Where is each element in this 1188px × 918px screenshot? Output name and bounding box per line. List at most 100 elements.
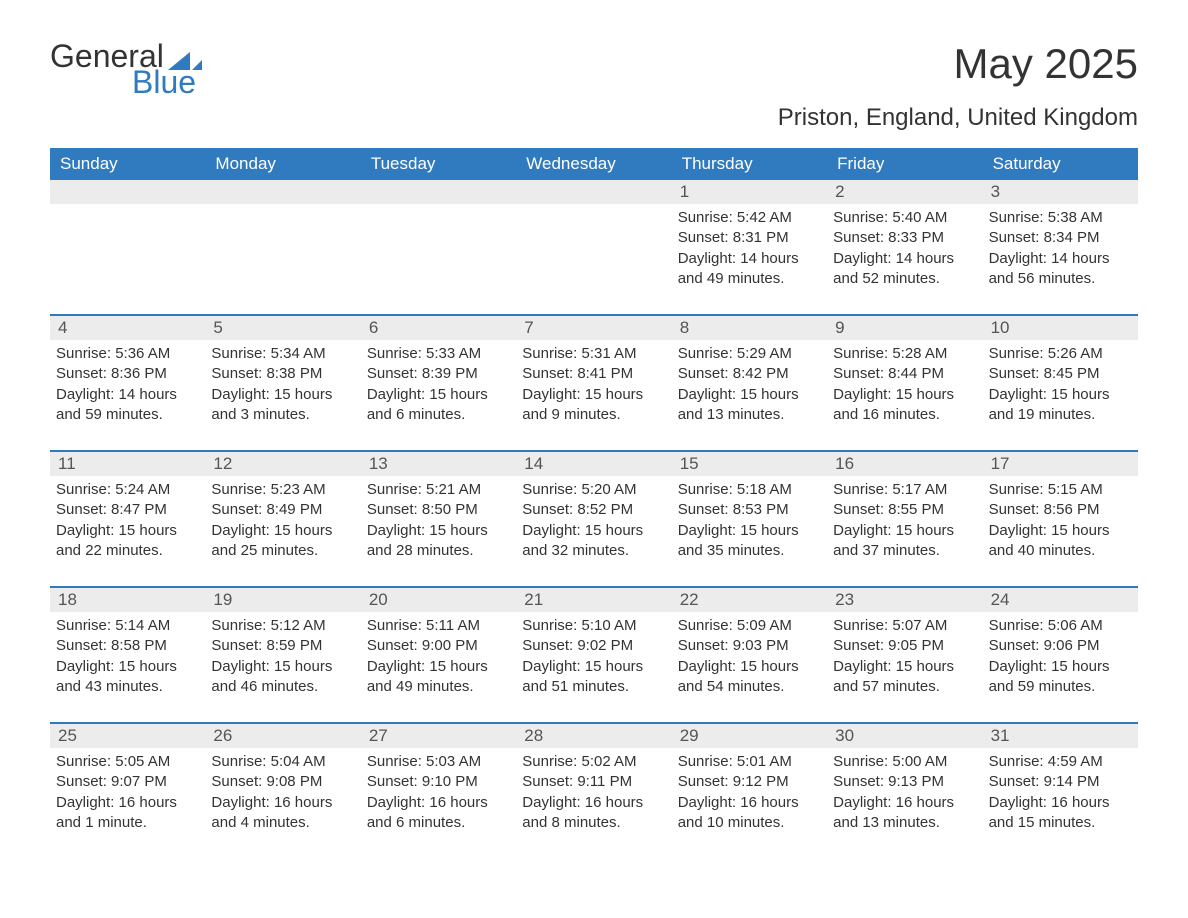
day-text-line: Sunset: 9:00 PM <box>367 636 510 656</box>
day-text-line: Daylight: 15 hours <box>522 385 665 405</box>
day-text: Sunrise: 4:59 AMSunset: 9:14 PMDaylight:… <box>983 748 1138 848</box>
day-text-line: Daylight: 15 hours <box>56 521 199 541</box>
day-text-line: Sunset: 8:53 PM <box>678 500 821 520</box>
day-text-line: Sunset: 8:39 PM <box>367 364 510 384</box>
day-text-line: and 13 minutes. <box>833 813 976 833</box>
day-text-line: Sunset: 8:41 PM <box>522 364 665 384</box>
day-text <box>50 204 205 304</box>
day-number: 11 <box>50 452 205 476</box>
day-number: 9 <box>827 316 982 340</box>
day-text: Sunrise: 5:20 AMSunset: 8:52 PMDaylight:… <box>516 476 671 576</box>
day-text-line: and 15 minutes. <box>989 813 1132 833</box>
day-cell: 2Sunrise: 5:40 AMSunset: 8:33 PMDaylight… <box>827 180 982 304</box>
day-text-line: Sunset: 8:33 PM <box>833 228 976 248</box>
day-cell: 15Sunrise: 5:18 AMSunset: 8:53 PMDayligh… <box>672 452 827 576</box>
day-text-line: Daylight: 15 hours <box>678 521 821 541</box>
day-text-line: Daylight: 16 hours <box>522 793 665 813</box>
day-text <box>361 204 516 304</box>
day-text <box>205 204 360 304</box>
week-row: 4Sunrise: 5:36 AMSunset: 8:36 PMDaylight… <box>50 314 1138 440</box>
week-row: 25Sunrise: 5:05 AMSunset: 9:07 PMDayligh… <box>50 722 1138 848</box>
day-text-line: and 19 minutes. <box>989 405 1132 425</box>
day-number: 3 <box>983 180 1138 204</box>
day-number: 21 <box>516 588 671 612</box>
day-text-line: and 57 minutes. <box>833 677 976 697</box>
day-text-line: Sunrise: 5:36 AM <box>56 344 199 364</box>
day-cell: 3Sunrise: 5:38 AMSunset: 8:34 PMDaylight… <box>983 180 1138 304</box>
day-cell <box>361 180 516 304</box>
day-text-line: Daylight: 16 hours <box>211 793 354 813</box>
day-cell: 18Sunrise: 5:14 AMSunset: 8:58 PMDayligh… <box>50 588 205 712</box>
day-number: 5 <box>205 316 360 340</box>
day-text-line: Daylight: 15 hours <box>211 385 354 405</box>
dayhead-friday: Friday <box>827 148 982 180</box>
day-cell: 13Sunrise: 5:21 AMSunset: 8:50 PMDayligh… <box>361 452 516 576</box>
day-text-line: Sunrise: 5:28 AM <box>833 344 976 364</box>
day-text: Sunrise: 5:29 AMSunset: 8:42 PMDaylight:… <box>672 340 827 440</box>
day-text-line: and 13 minutes. <box>678 405 821 425</box>
day-text-line: Sunset: 8:58 PM <box>56 636 199 656</box>
day-text-line: Daylight: 15 hours <box>678 657 821 677</box>
header-row: General Blue May 2025 <box>50 40 1138 98</box>
day-text-line: Sunrise: 5:33 AM <box>367 344 510 364</box>
day-text-line: and 6 minutes. <box>367 813 510 833</box>
day-cell: 8Sunrise: 5:29 AMSunset: 8:42 PMDaylight… <box>672 316 827 440</box>
day-cell: 29Sunrise: 5:01 AMSunset: 9:12 PMDayligh… <box>672 724 827 848</box>
day-text-line: Sunset: 8:56 PM <box>989 500 1132 520</box>
day-cell: 25Sunrise: 5:05 AMSunset: 9:07 PMDayligh… <box>50 724 205 848</box>
day-text: Sunrise: 5:33 AMSunset: 8:39 PMDaylight:… <box>361 340 516 440</box>
day-text-line: Sunset: 8:50 PM <box>367 500 510 520</box>
day-text-line: Sunrise: 5:01 AM <box>678 752 821 772</box>
day-text-line: Sunset: 9:07 PM <box>56 772 199 792</box>
day-text-line: Daylight: 15 hours <box>989 521 1132 541</box>
week-row: 11Sunrise: 5:24 AMSunset: 8:47 PMDayligh… <box>50 450 1138 576</box>
day-cell: 20Sunrise: 5:11 AMSunset: 9:00 PMDayligh… <box>361 588 516 712</box>
day-text: Sunrise: 5:10 AMSunset: 9:02 PMDaylight:… <box>516 612 671 712</box>
day-text-line: Sunset: 8:31 PM <box>678 228 821 248</box>
week-row: 1 Sunrise: 5:42 AMSunset: 8:31 PM Daylight… <box>50 180 1138 304</box>
day-text-line: Sunrise: 5:15 AM <box>989 480 1132 500</box>
day-number: 10 <box>983 316 1138 340</box>
day-cell: 17Sunrise: 5:15 AMSunset: 8:56 PMDayligh… <box>983 452 1138 576</box>
day-text-line: Sunset: 8:44 PM <box>833 364 976 384</box>
day-text-line: Daylight: 14 hours <box>989 249 1132 269</box>
day-text: Sunrise: 5:24 AMSunset: 8:47 PMDaylight:… <box>50 476 205 576</box>
day-text-line: Sunset: 9:12 PM <box>678 772 821 792</box>
day-text-line: Daylight: 15 hours <box>211 521 354 541</box>
day-cell: 5Sunrise: 5:34 AMSunset: 8:38 PMDaylight… <box>205 316 360 440</box>
day-text-line: Sunrise: 5:10 AM <box>522 616 665 636</box>
day-number: 13 <box>361 452 516 476</box>
day-number: 22 <box>672 588 827 612</box>
day-text-line: and 40 minutes. <box>989 541 1132 561</box>
dayhead-sunday: Sunday <box>50 148 205 180</box>
day-text-line: and 49 minutes. <box>678 269 821 289</box>
day-number: 14 <box>516 452 671 476</box>
day-text-line: Daylight: 14 hours <box>833 249 976 269</box>
day-number: 28 <box>516 724 671 748</box>
day-text-line: Sunset: 8:42 PM <box>678 364 821 384</box>
day-number: 7 <box>516 316 671 340</box>
day-text-line: and 49 minutes. <box>367 677 510 697</box>
day-text-line: Sunrise: 5:07 AM <box>833 616 976 636</box>
day-text-line: Daylight: 15 hours <box>56 657 199 677</box>
logo-word2: Blue <box>132 66 202 98</box>
day-number <box>50 180 205 204</box>
day-text-line: Sunset: 9:11 PM <box>522 772 665 792</box>
day-cell <box>205 180 360 304</box>
day-cell: 21Sunrise: 5:10 AMSunset: 9:02 PMDayligh… <box>516 588 671 712</box>
day-text-line: Sunrise: 5:42 AM <box>678 208 821 228</box>
day-number: 27 <box>361 724 516 748</box>
day-text-line: Daylight: 15 hours <box>522 521 665 541</box>
day-number: 1 <box>672 180 827 204</box>
day-text: Sunrise: 5:06 AMSunset: 9:06 PMDaylight:… <box>983 612 1138 712</box>
day-number: 12 <box>205 452 360 476</box>
day-number <box>205 180 360 204</box>
calendar: Sunday Monday Tuesday Wednesday Thursday… <box>50 148 1138 848</box>
day-text-line: Daylight: 15 hours <box>989 657 1132 677</box>
day-text: Sunrise: 5:21 AMSunset: 8:50 PMDaylight:… <box>361 476 516 576</box>
day-number: 25 <box>50 724 205 748</box>
day-cell: 11Sunrise: 5:24 AMSunset: 8:47 PMDayligh… <box>50 452 205 576</box>
day-text-line: Sunset: 9:14 PM <box>989 772 1132 792</box>
day-cell: 14Sunrise: 5:20 AMSunset: 8:52 PMDayligh… <box>516 452 671 576</box>
day-number <box>516 180 671 204</box>
